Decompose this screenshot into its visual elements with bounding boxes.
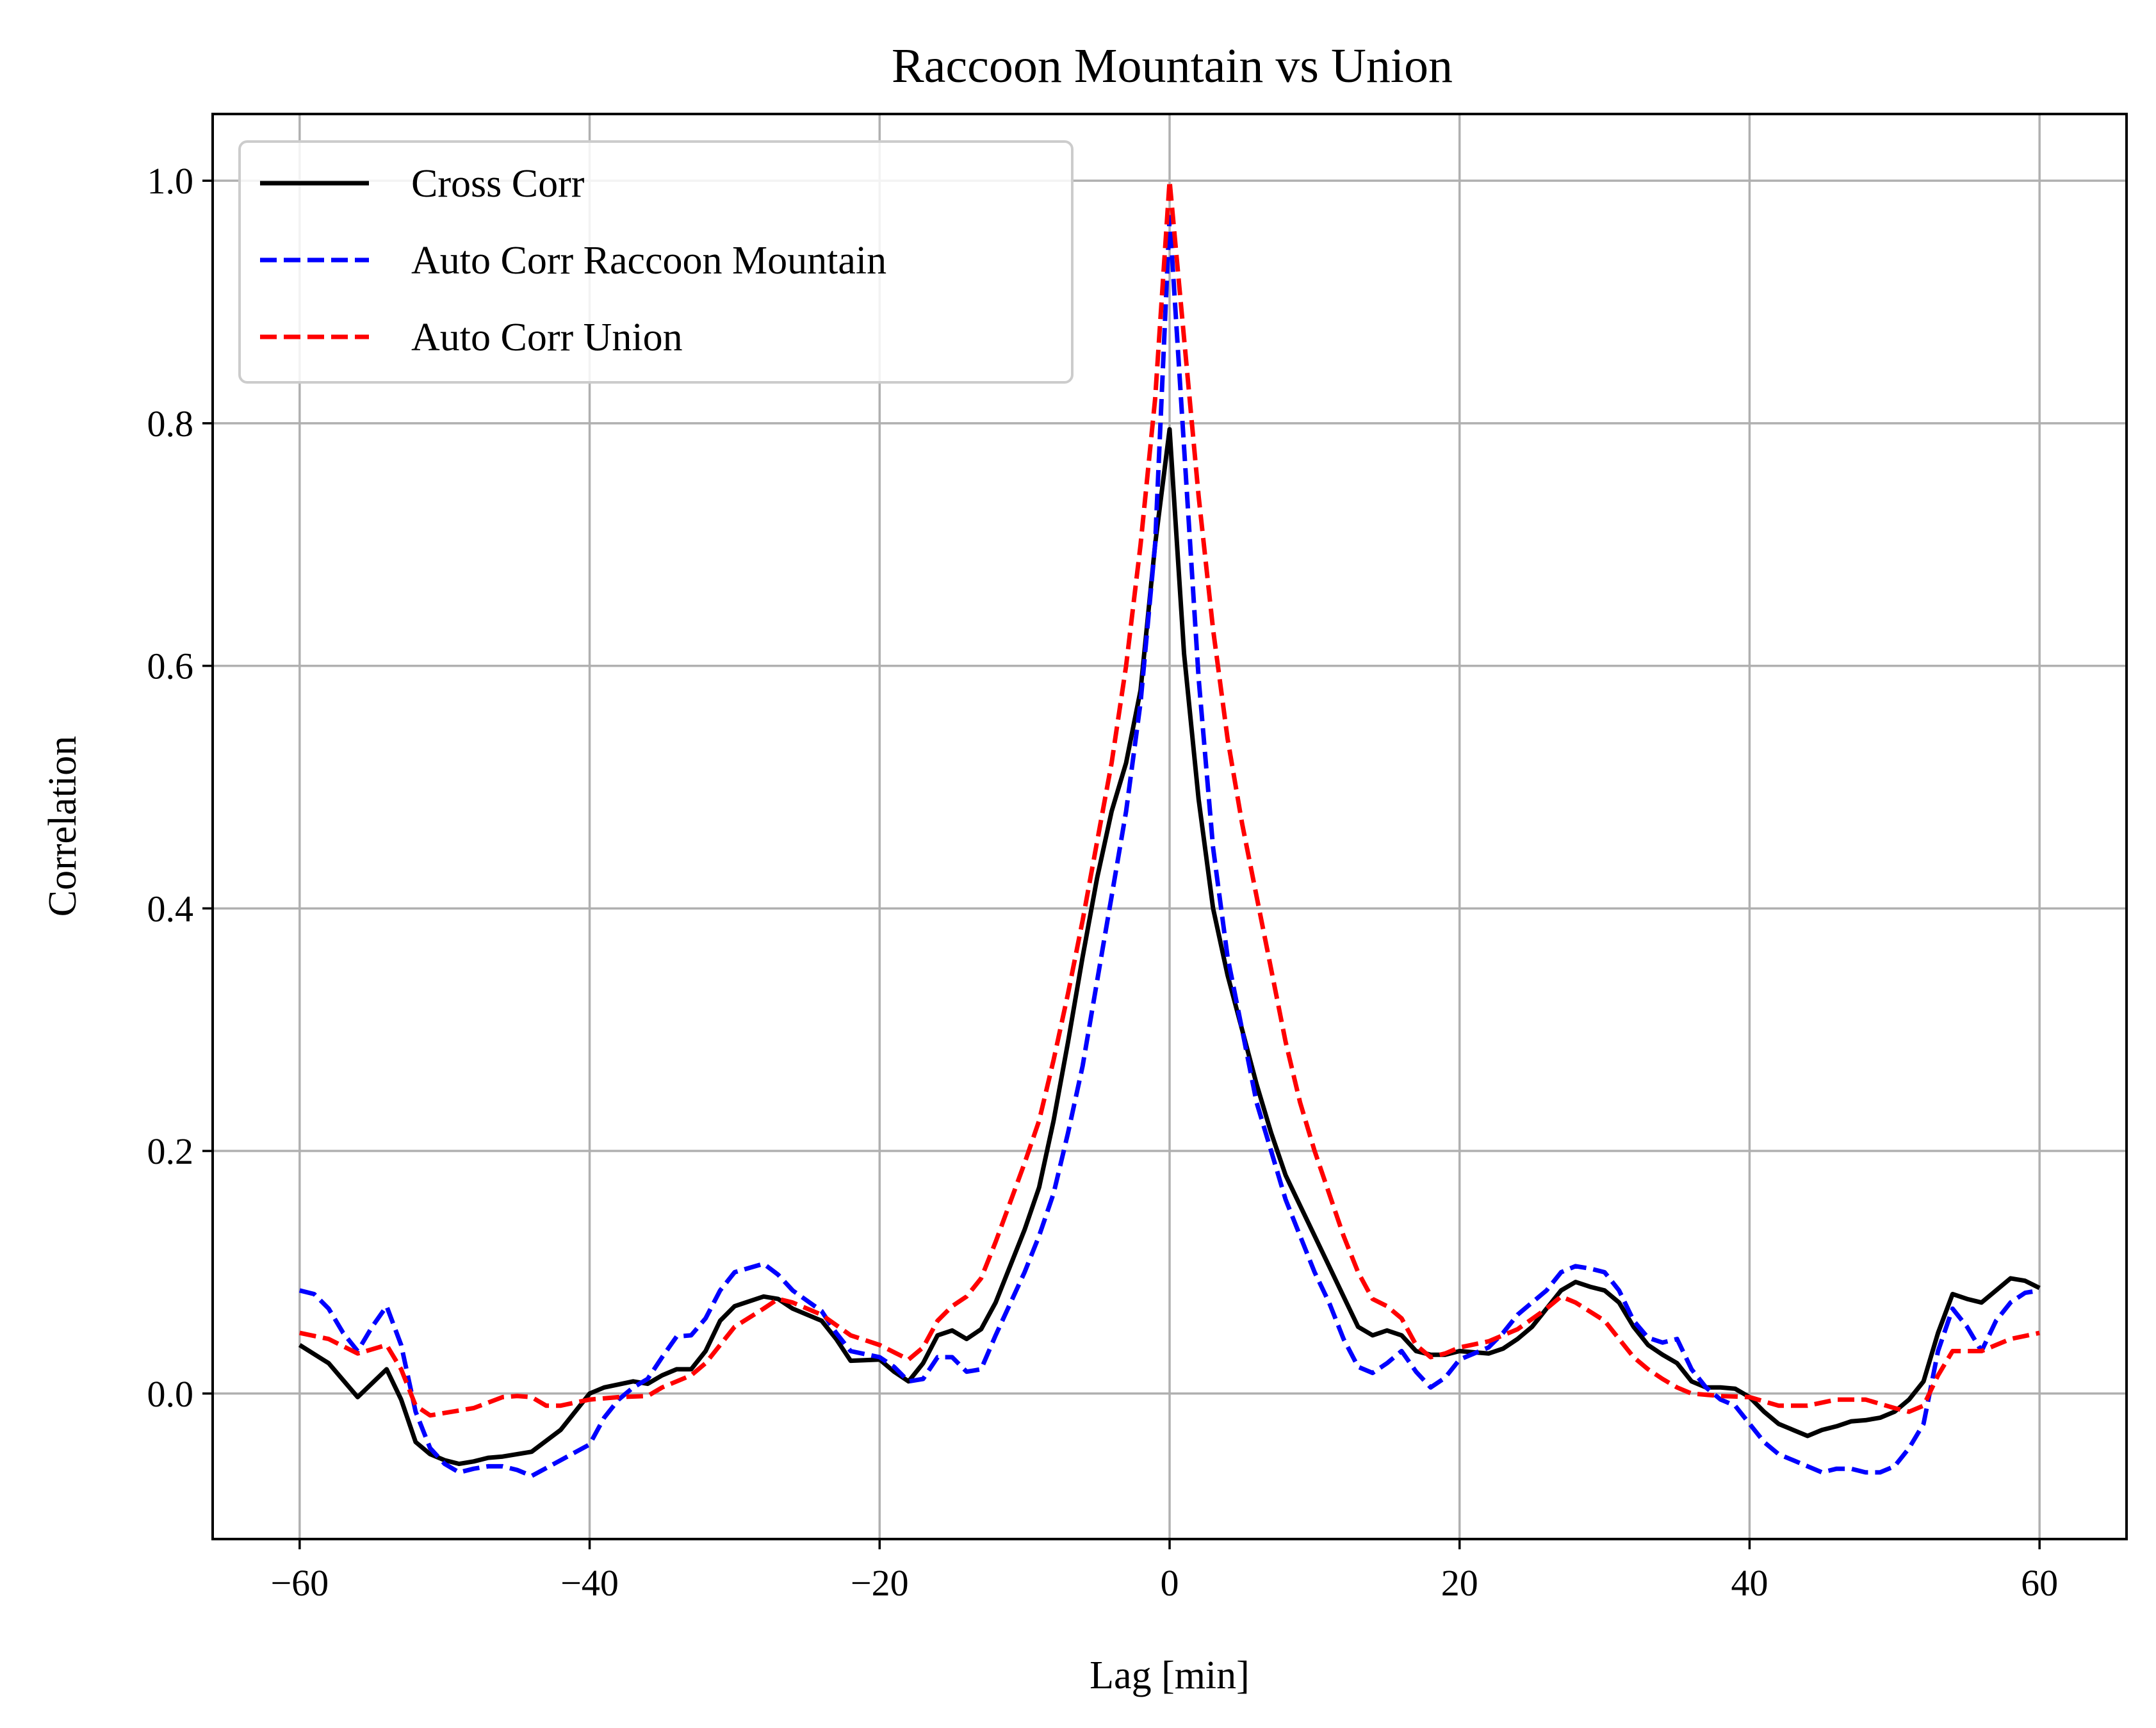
y-tick-label: 0.0 [147, 1373, 194, 1415]
y-tick-label: 0.2 [147, 1130, 194, 1172]
series-line-3 [299, 178, 2040, 1418]
x-tick-label: −20 [851, 1562, 909, 1604]
x-tick-label: 0 [1161, 1562, 1179, 1604]
x-axis-ticks: −60 −40 −20 0 20 40 60 [270, 1539, 2058, 1604]
x-tick-label: 20 [1441, 1562, 1478, 1604]
legend-box [238, 140, 1074, 384]
y-axis-ticks: 0.0 0.2 0.4 0.6 0.8 1.0 [147, 160, 213, 1415]
x-tick-label: −60 [270, 1562, 329, 1604]
legend-label: Auto Corr Raccoon Mountain [411, 239, 886, 282]
series-layer [298, 178, 2041, 1478]
legend: Cross Corr Auto Corr Raccoon Mountain Auto… [238, 140, 1074, 384]
legend-label: Auto Corr Union [411, 316, 683, 359]
series-line-2 [298, 215, 2040, 1478]
x-tick-label: 60 [2021, 1562, 2058, 1604]
y-tick-label: 0.8 [147, 403, 194, 444]
y-tick-label: 0.6 [147, 646, 194, 687]
x-axis-label: Lag [min] [1090, 1654, 1250, 1697]
y-tick-label: 1.0 [147, 160, 194, 202]
legend-entries: Cross Corr Auto Corr Raccoon Mountain Auto… [260, 162, 886, 359]
legend-label: Cross Corr [411, 162, 585, 206]
y-axis-label: Correlation [41, 736, 85, 917]
chart-title: Raccoon Mountain vs Union [892, 39, 1453, 93]
x-tick-label: 40 [1731, 1562, 1768, 1604]
x-tick-label: −40 [560, 1562, 619, 1604]
y-tick-label: 0.4 [147, 888, 194, 929]
